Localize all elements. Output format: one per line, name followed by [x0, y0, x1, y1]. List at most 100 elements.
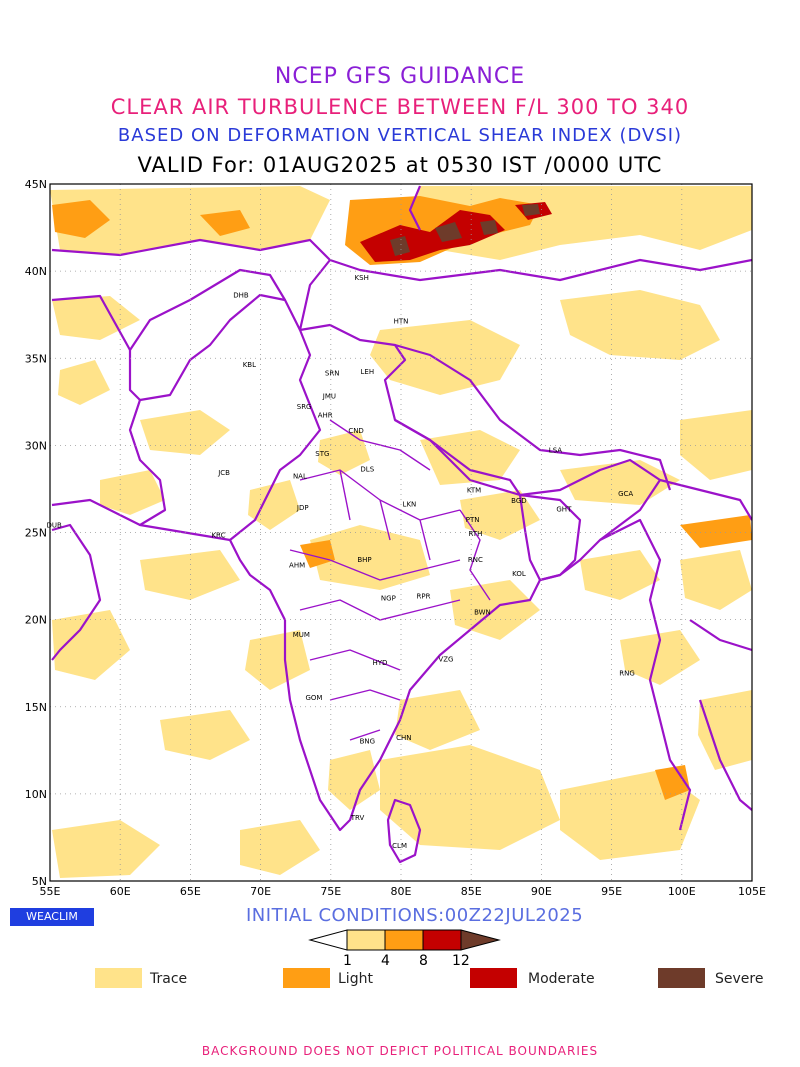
city-label-rpr: RPR: [416, 593, 430, 601]
city-label-lsa: LSA: [549, 446, 562, 454]
city-label-cnd: CND: [348, 427, 364, 435]
trace-areas: [50, 186, 752, 878]
legend-trace-label: Trace: [150, 971, 188, 987]
title-valid-time: VALID For: 01AUG2025 at 0530 IST /0000 U…: [137, 153, 663, 177]
central-asia-outline: [51, 185, 752, 331]
city-label-leh: LEH: [361, 368, 375, 376]
legend-severe-label: Severe: [715, 971, 764, 987]
city-label-jdp: JDP: [296, 504, 309, 512]
colorbar-tick-12: 12: [452, 953, 470, 969]
city-label-htn: HTN: [394, 317, 409, 325]
lat-tick-label: 5N: [32, 875, 47, 888]
turbulence-map: 45N 40N 35N 30N 25N 20N 15N 10N 5N 55E 60E 65E 70E 7…: [25, 178, 766, 898]
city-label-ngp: NGP: [381, 594, 396, 602]
colorbar-severe-arrow: [460, 929, 501, 951]
city-label-ksh: KSH: [355, 274, 369, 282]
city-label-chn: CHN: [396, 734, 411, 742]
title-line-3: BASED ON DEFORMATION VERTICAL SHEAR INDE…: [117, 125, 683, 146]
legend-moderate-label: Moderate: [528, 971, 595, 987]
lon-tick-label: 100E: [668, 885, 696, 898]
city-label-bgd: BGD: [511, 497, 527, 505]
city-label-hyd: HYD: [372, 659, 387, 667]
latitude-labels: 45N 40N 35N 30N 25N 20N 15N 10N 5N: [25, 178, 47, 888]
colorbar-tick-8: 8: [419, 953, 428, 969]
lon-tick-label: 85E: [461, 885, 482, 898]
lon-tick-label: 60E: [110, 885, 131, 898]
lon-tick-label: 75E: [320, 885, 341, 898]
boundary-lines: [51, 185, 752, 864]
city-label-jcb: JCB: [217, 469, 230, 477]
city-label-clm: CLM: [392, 842, 407, 850]
legend-light-label: Light: [338, 971, 373, 987]
india-outline: [228, 323, 662, 832]
lat-tick-label: 30N: [25, 439, 47, 452]
arabia-coast: [51, 523, 102, 661]
turbulence-field: [50, 186, 752, 878]
legend-trace-swatch: [95, 968, 142, 988]
lat-tick-label: 20N: [25, 614, 47, 627]
se-asia-outline: [659, 478, 752, 811]
afghanistan-outline: [128, 268, 286, 401]
lat-tick-label: 40N: [25, 265, 47, 278]
lat-tick-label: 25N: [25, 527, 47, 540]
city-label-rng: RNG: [619, 669, 635, 677]
legend-severe-swatch: [658, 968, 705, 988]
city-label-mum: MUM: [293, 631, 310, 639]
lon-tick-label: 80E: [391, 885, 412, 898]
gridlines: [50, 184, 752, 881]
city-labels: KSH DHB HTN KBL SRN LEH JMU SRG AHR CND STG DLS JCB N…: [47, 274, 635, 850]
title-line-2: CLEAR AIR TURBULENCE BETWEEN F/L 300 TO …: [110, 95, 690, 119]
lon-tick-label: 55E: [40, 885, 61, 898]
city-label-ahr: AHR: [318, 411, 333, 419]
city-label-dhb: DHB: [233, 291, 249, 299]
nepal-outline: [394, 419, 521, 496]
city-label-ktm: KTM: [467, 486, 481, 494]
lat-tick-label: 10N: [25, 788, 47, 801]
legend-light-swatch: [283, 968, 330, 988]
bangladesh-outline: [518, 493, 582, 582]
city-label-dls: DLS: [360, 466, 374, 474]
lon-tick-label: 90E: [531, 885, 552, 898]
city-label-dub: DUB: [47, 521, 63, 529]
city-label-srg: SRG: [297, 403, 312, 411]
weaclim-logo: WEACLIM: [10, 908, 94, 926]
city-label-ght: GHT: [556, 506, 572, 514]
city-label-ptn: PTN: [466, 516, 480, 524]
lon-tick-label: 95E: [601, 885, 622, 898]
pakistan-outline: [128, 293, 301, 542]
city-label-lkn: LKN: [403, 500, 417, 508]
myanmar-outline: [599, 518, 692, 831]
city-label-kol: KOL: [512, 570, 526, 578]
city-label-nal: NAL: [293, 472, 307, 480]
city-label-vzg: VZG: [438, 655, 453, 663]
city-label-bhp: BHP: [357, 556, 371, 564]
lat-tick-label: 35N: [25, 352, 47, 365]
lon-tick-label: 105E: [738, 885, 766, 898]
city-label-kbl: KBL: [243, 361, 256, 369]
severe-areas: [390, 204, 540, 256]
legend-moderate-swatch: [470, 968, 517, 988]
city-label-gom: GOM: [305, 694, 322, 702]
city-label-stg: STG: [315, 450, 329, 458]
longitude-labels: 55E 60E 65E 70E 75E 80E 85E 90E 95E 100E 105E: [40, 885, 766, 898]
map-frame: [49, 183, 753, 882]
initial-conditions: INITIAL CONDITIONS:00Z22JUL2025: [246, 905, 584, 926]
city-label-trv: TRV: [350, 814, 365, 822]
city-label-srn: SRN: [325, 370, 340, 378]
city-label-krc: KRC: [211, 532, 225, 540]
city-label-rnc: RNC: [468, 556, 483, 564]
china-nepal-outline: [394, 343, 672, 491]
colorbar-moderate-segment: [422, 929, 462, 951]
city-label-bng: BNG: [360, 737, 375, 745]
city-label-gca: GCA: [618, 490, 633, 498]
sri-lanka-outline: [386, 798, 422, 864]
logo-text: WEACLIM: [26, 910, 78, 923]
lat-tick-label: 45N: [25, 178, 47, 191]
colorbar: [308, 929, 501, 951]
city-label-rth: RTH: [468, 530, 482, 538]
iran-outline: [51, 294, 141, 526]
colorbar-light-segment: [384, 929, 424, 951]
city-label-jmu: JMU: [322, 392, 336, 400]
title-line-1: NCEP GFS GUIDANCE: [274, 64, 526, 89]
disclaimer: BACKGROUND DOES NOT DEPICT POLITICAL BOU…: [201, 1044, 599, 1058]
